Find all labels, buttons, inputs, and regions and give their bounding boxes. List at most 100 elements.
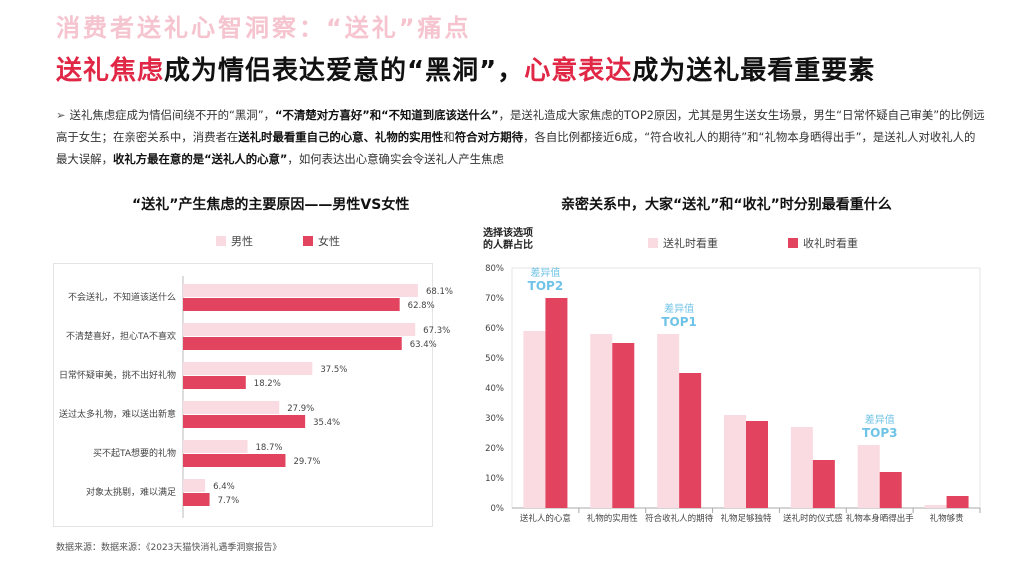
bullet-arrow-icon: ➢: [56, 108, 66, 122]
data-label-female: 29.7%: [293, 457, 320, 467]
category-label: 不清楚喜好，担心TA不喜欢: [66, 330, 176, 342]
bar-send: [523, 331, 546, 508]
diff-annotation-line1: 差异值: [664, 302, 694, 315]
subtitle-end: 成为送礼最看重要素: [632, 56, 876, 86]
legend-label-female: 女性: [318, 235, 340, 248]
data-label-male: 27.9%: [287, 404, 314, 414]
right-chart-legend: 送礼时看重 收礼时看重: [648, 235, 908, 251]
category-label: 对象太挑剔，难以满足: [86, 486, 176, 498]
bar-female: [183, 376, 246, 389]
data-label-male: 37.5%: [320, 365, 347, 375]
intro-text: 送礼焦虑症成为情侣间绕不开的“黑洞”，: [69, 108, 275, 122]
diff-annotation-line2: TOP2: [528, 279, 564, 293]
y-tick-label: 0%: [491, 504, 505, 514]
legend-item-recv: 收礼时看重: [788, 235, 858, 251]
data-label-male: 6.4%: [213, 482, 235, 492]
data-label-female: 62.8%: [408, 301, 435, 311]
data-label-female: 63.4%: [410, 340, 437, 350]
bar-send: [724, 415, 746, 508]
data-label-male: 18.7%: [256, 443, 283, 453]
page-subtitle: 送礼焦虑成为情侣表达爱意的“黑洞”，心意表达成为送礼最看重要素: [56, 50, 875, 87]
page-title: 消费者送礼心智洞察：“送礼”痛点: [56, 14, 472, 42]
category-label: 不会送礼，不知道该送什么: [68, 291, 176, 303]
right-chart-ylabel-line2: 的人群占比: [483, 240, 533, 251]
right-chart-title: 亲密关系中，大家“送礼”和“收礼”时分别最看重什么: [561, 197, 892, 213]
legend-label-send: 送礼时看重: [663, 237, 718, 250]
bar-male: [183, 479, 206, 492]
left-chart-legend: 男性 女性: [216, 233, 390, 249]
bar-send: [924, 505, 947, 508]
category-label: 送礼时的仪式感: [783, 513, 843, 524]
diff-annotation-line2: TOP3: [862, 426, 898, 440]
category-label: 日常怀疑审美，挑不出好礼物: [59, 369, 176, 381]
legend-item-female: 女性: [303, 233, 340, 249]
bar-send: [857, 445, 880, 508]
y-tick-label: 40%: [485, 384, 504, 394]
legend-item-send: 送礼时看重: [648, 235, 718, 251]
diff-annotation-line1: 差异值: [865, 413, 895, 426]
bar-send: [790, 427, 813, 508]
bar-recv: [612, 343, 635, 508]
category-label: 买不起TA想要的礼物: [93, 447, 176, 459]
legend-label-male: 男性: [231, 235, 253, 248]
bar-recv: [679, 373, 702, 508]
y-tick-label: 30%: [485, 414, 504, 424]
intro-paragraph: ➢ 送礼焦虑症成为情侣间绕不开的“黑洞”，“不清楚对方喜好”和“不知道到底该送什么…: [56, 104, 986, 170]
legend-swatch-send: [648, 238, 658, 248]
intro-bold: 收礼方最在意的是“送礼人的心意”: [112, 152, 288, 166]
bar-male: [183, 284, 418, 297]
left-chart-title: “送礼”产生焦虑的主要原因——男性VS女性: [132, 197, 410, 213]
category-label: 符合收礼人的期待: [645, 513, 714, 524]
bar-recv: [879, 472, 902, 508]
y-tick-label: 20%: [485, 444, 504, 454]
data-label-female: 35.4%: [313, 418, 340, 428]
bar-female: [183, 298, 400, 311]
bar-male: [183, 362, 313, 375]
bar-male: [183, 323, 416, 336]
bar-send: [590, 334, 613, 508]
legend-swatch-male: [216, 236, 226, 246]
legend-label-recv: 收礼时看重: [803, 237, 858, 250]
category-label: 礼物本身晒得出手: [846, 513, 915, 524]
y-tick-label: 60%: [485, 324, 504, 334]
bar-male: [183, 401, 280, 414]
subtitle-highlight-heart: 心意表达: [524, 56, 633, 86]
category-label: 礼物的实用性: [587, 513, 639, 524]
bar-female: [183, 415, 306, 428]
category-label: 礼物足够独特: [720, 513, 772, 524]
legend-swatch-recv: [788, 238, 798, 248]
subtitle-middle: 成为情侣表达爱意的“黑洞”，: [164, 56, 525, 86]
y-tick-label: 10%: [485, 474, 504, 484]
y-tick-label: 70%: [485, 294, 504, 304]
data-source: 数据来源：数据来源：《2023天猫快消礼遇季洞察报告》: [56, 543, 282, 553]
diff-annotation-line1: 差异值: [530, 266, 560, 279]
intro-text: ，各自比例都接近6成，“符合收礼人的期待”和“礼物本身晒得出手”，是送礼人对收礼…: [56, 130, 976, 166]
category-label: 礼物够贵: [930, 513, 965, 524]
bar-recv: [946, 496, 969, 508]
category-label: 送过太多礼物，难以送出新意: [59, 408, 176, 420]
category-label: 送礼人的心意: [520, 513, 571, 524]
bar-recv: [812, 460, 835, 508]
intro-text: ，是送礼造成大家焦虑的TOP2原因，尤其是男生送女生场景，男生“日常怀疑自己审美…: [56, 108, 985, 144]
y-tick-label: 80%: [485, 264, 504, 274]
diff-annotation-line2: TOP1: [661, 315, 697, 329]
data-label-male: 68.1%: [426, 287, 453, 297]
intro-text: 和: [443, 130, 455, 144]
bar-female: [183, 493, 210, 506]
legend-item-male: 男性: [216, 233, 253, 249]
bar-female: [183, 337, 402, 350]
intro-bold: 送礼时最看重自己的心意、礼物的实用性: [238, 130, 444, 144]
data-label-female: 18.2%: [254, 379, 281, 389]
bar-recv: [746, 421, 768, 508]
right-chart-ylabel: 选择该选项 的人群占比: [483, 228, 533, 252]
bar-send: [657, 334, 680, 508]
intro-bold: “不清楚对方喜好”和“不知道到底该送什么”: [275, 108, 499, 122]
data-label-female: 7.7%: [218, 496, 240, 506]
legend-swatch-female: [303, 236, 313, 246]
left-chart-frame: [53, 263, 433, 527]
bar-recv: [545, 298, 568, 508]
bar-male: [183, 440, 248, 453]
bar-female: [183, 454, 286, 467]
